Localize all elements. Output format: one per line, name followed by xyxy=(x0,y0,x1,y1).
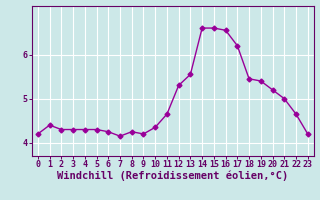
X-axis label: Windchill (Refroidissement éolien,°C): Windchill (Refroidissement éolien,°C) xyxy=(57,171,288,181)
